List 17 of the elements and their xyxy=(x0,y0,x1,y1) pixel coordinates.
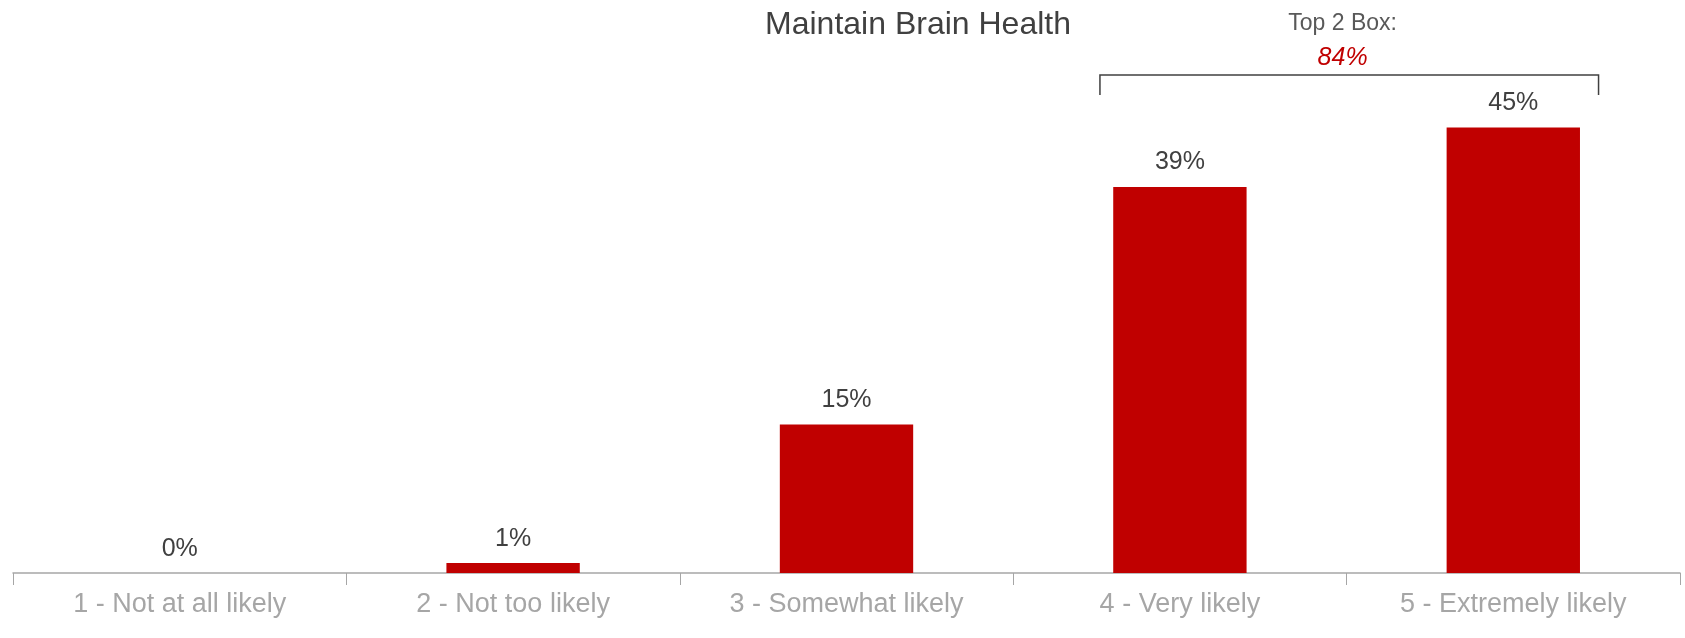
bar xyxy=(446,563,580,573)
x-tick-label: 1 - Not at all likely xyxy=(73,587,287,618)
bar xyxy=(779,424,914,573)
bar xyxy=(1446,127,1580,573)
data-label: 45% xyxy=(1488,87,1539,115)
data-label: 39% xyxy=(1154,146,1205,175)
x-tick-label: 5 - Extremely likely xyxy=(1400,587,1628,618)
chart-title: Maintain Brain Health xyxy=(765,5,1071,41)
x-tick-label: 3 - Somewhat likely xyxy=(729,587,965,618)
text: Top 2 Box: xyxy=(1288,8,1397,35)
x-tick-label: 4 - Very likely xyxy=(1099,587,1261,618)
data-label: 0% xyxy=(161,532,198,561)
x-tick-label: 2 - Not too likely xyxy=(416,587,611,618)
text: 84% xyxy=(1317,41,1368,70)
bar xyxy=(1113,186,1247,573)
data-label: 1% xyxy=(495,522,532,551)
data-label: 15% xyxy=(821,384,872,412)
